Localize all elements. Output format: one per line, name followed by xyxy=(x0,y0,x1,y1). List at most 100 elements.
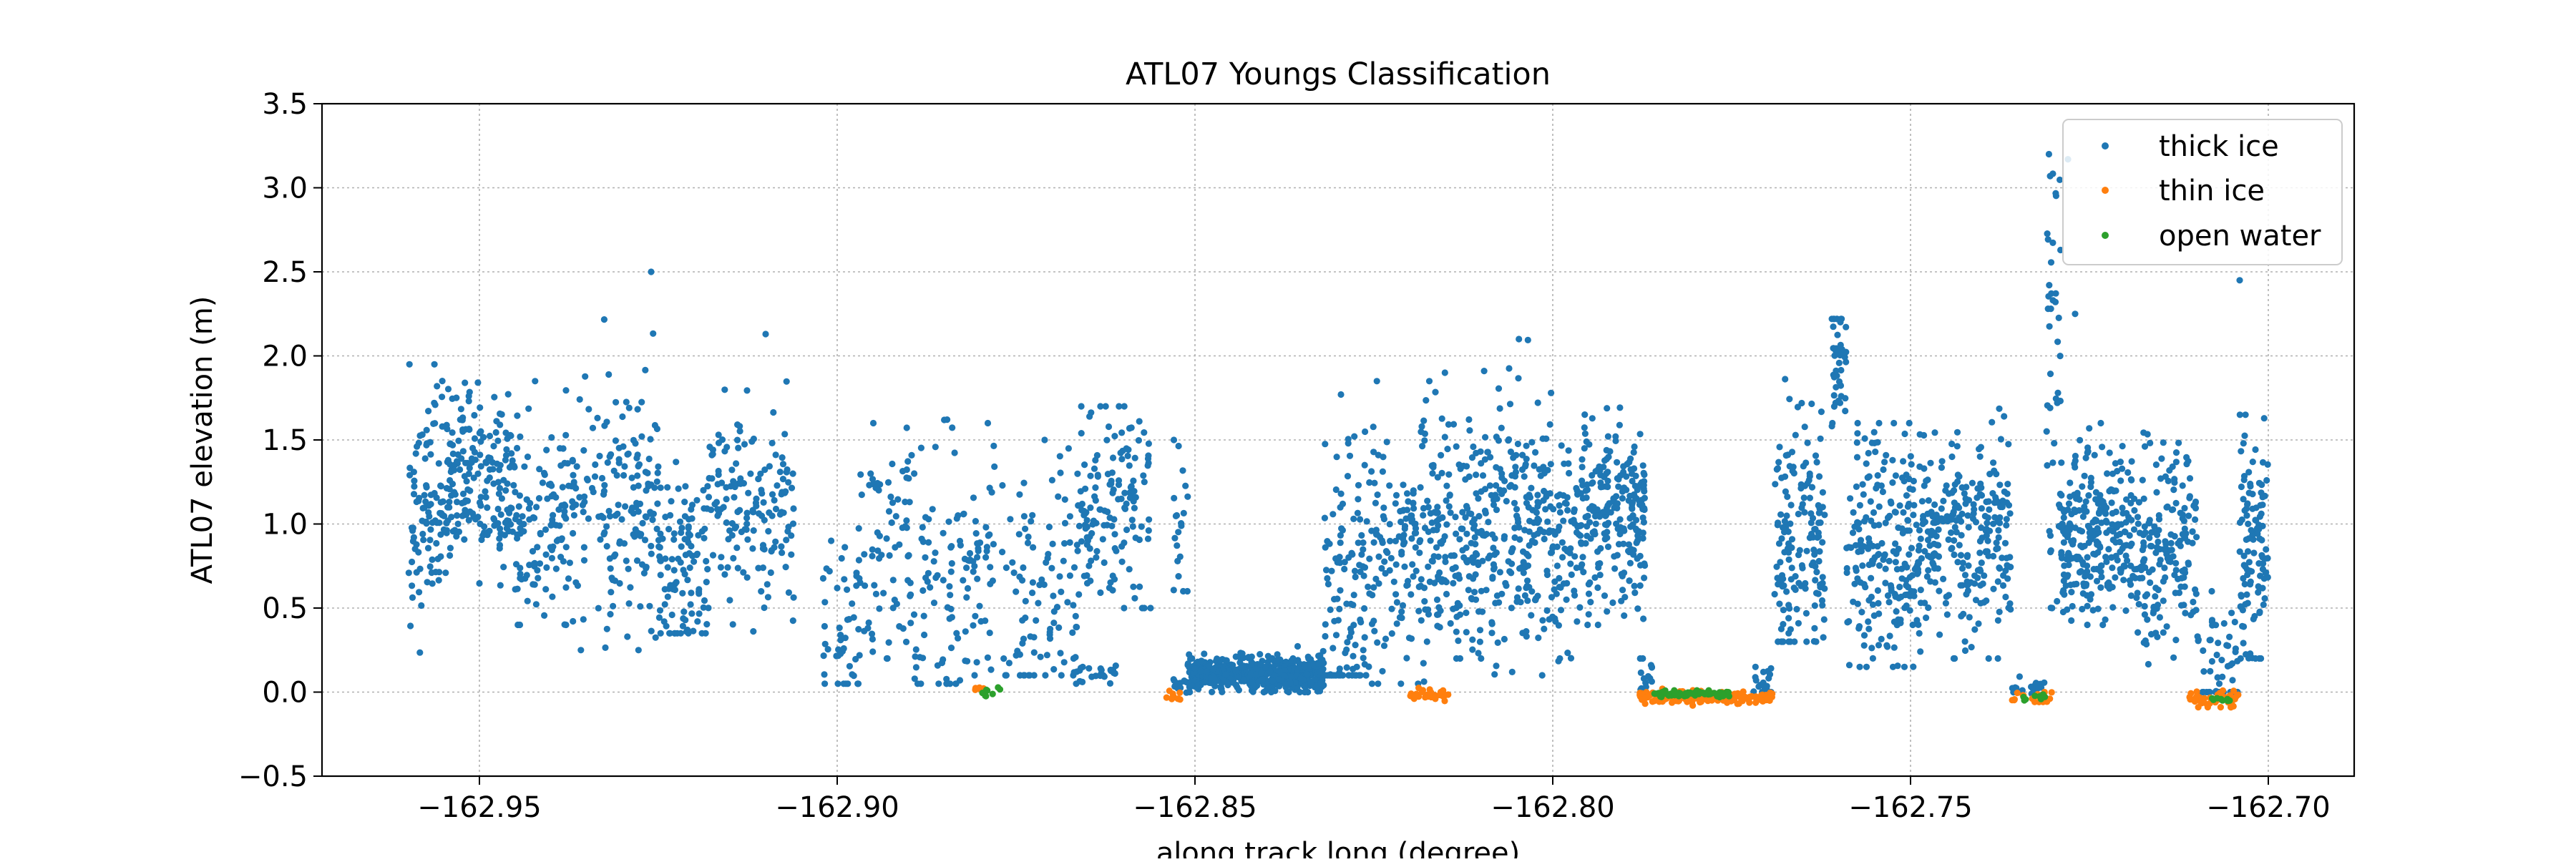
data-point-thick-ice xyxy=(1852,542,1860,549)
data-point-thin-ice xyxy=(1176,689,1184,696)
data-point-thick-ice xyxy=(1773,563,1780,570)
data-point-thick-ice xyxy=(1863,663,1870,670)
data-point-thick-ice xyxy=(1523,442,1530,449)
data-point-thick-ice xyxy=(2112,460,2119,467)
data-point-thick-ice xyxy=(477,494,484,501)
data-point-thick-ice xyxy=(1315,660,1322,667)
data-point-thick-ice xyxy=(1495,385,1503,392)
data-point-thick-ice xyxy=(1948,489,1956,496)
data-point-thick-ice xyxy=(1088,557,1095,564)
data-point-thick-ice xyxy=(648,550,655,557)
data-point-thick-ice xyxy=(2186,475,2194,482)
data-point-thick-ice xyxy=(1945,536,1952,544)
data-point-thick-ice xyxy=(2064,526,2071,534)
data-point-thick-ice xyxy=(1502,579,1509,587)
data-point-thick-ice xyxy=(1101,521,1108,529)
data-point-thick-ice xyxy=(1543,607,1551,614)
data-point-thick-ice xyxy=(1892,559,1899,566)
data-point-thick-ice xyxy=(1875,562,1883,569)
data-point-thick-ice xyxy=(1780,524,1787,532)
data-point-thick-ice xyxy=(2005,604,2012,612)
data-point-thick-ice xyxy=(1493,592,1501,599)
data-point-thick-ice xyxy=(2108,554,2115,561)
data-point-thick-ice xyxy=(826,567,833,575)
data-point-thick-ice xyxy=(2054,597,2061,605)
data-point-thick-ice xyxy=(1379,667,1386,675)
data-point-thick-ice xyxy=(1360,546,1367,553)
data-point-thick-ice xyxy=(1397,518,1405,526)
data-point-thick-ice xyxy=(684,577,691,584)
data-point-thick-ice xyxy=(947,592,954,599)
data-point-thick-ice xyxy=(1893,566,1901,573)
data-point-thick-ice xyxy=(491,522,498,529)
data-point-thick-ice xyxy=(1868,645,1875,652)
data-point-thick-ice xyxy=(1629,504,1636,511)
data-point-thick-ice xyxy=(953,630,960,637)
data-point-thick-ice xyxy=(820,652,827,660)
data-point-thick-ice xyxy=(1503,498,1510,505)
data-point-thick-ice xyxy=(1076,677,1083,685)
data-point-thick-ice xyxy=(1465,510,1473,517)
data-point-thick-ice xyxy=(743,520,751,528)
data-point-thick-ice xyxy=(1583,438,1590,446)
data-point-thick-ice xyxy=(1613,520,1620,527)
data-point-thick-ice xyxy=(766,463,773,470)
data-point-thick-ice xyxy=(2127,592,2135,599)
data-point-thick-ice xyxy=(970,622,977,629)
data-point-thick-ice xyxy=(619,413,626,421)
data-point-thick-ice xyxy=(2094,541,2101,548)
data-point-thick-ice xyxy=(1783,512,1790,519)
data-point-thick-ice xyxy=(1965,496,1973,504)
data-point-thick-ice xyxy=(1835,359,1843,366)
legend-marker-open-water xyxy=(2102,232,2109,239)
data-point-open-water xyxy=(1702,690,1709,698)
data-point-thick-ice xyxy=(1432,388,1439,396)
data-point-thick-ice xyxy=(2085,492,2092,499)
data-point-thick-ice xyxy=(1403,490,1411,497)
data-point-thick-ice xyxy=(1118,558,1126,565)
data-point-thick-ice xyxy=(530,560,537,567)
data-point-open-water xyxy=(1662,687,1669,695)
data-point-thick-ice xyxy=(2048,290,2055,297)
data-point-thick-ice xyxy=(515,503,522,510)
data-point-thick-ice xyxy=(715,431,722,439)
data-point-thick-ice xyxy=(1092,456,1099,464)
data-point-thick-ice xyxy=(738,528,745,536)
data-point-thick-ice xyxy=(634,406,641,413)
data-point-thick-ice xyxy=(2109,510,2116,517)
data-point-thick-ice xyxy=(2185,559,2192,567)
data-point-thin-ice xyxy=(2187,690,2195,697)
data-point-thick-ice xyxy=(2105,546,2112,553)
data-point-thick-ice xyxy=(990,541,997,548)
data-point-thick-ice xyxy=(1801,423,1808,431)
data-point-thick-ice xyxy=(1906,551,1913,558)
data-point-thick-ice xyxy=(1916,559,1923,567)
data-point-thick-ice xyxy=(1038,576,1045,584)
data-point-thick-ice xyxy=(1388,630,1395,637)
data-point-thick-ice xyxy=(1566,469,1573,477)
y-tick-label: 3.0 xyxy=(262,172,308,205)
data-point-thick-ice xyxy=(1459,509,1466,516)
data-point-thick-ice xyxy=(785,589,792,597)
data-point-thick-ice xyxy=(2041,679,2048,686)
data-point-thick-ice xyxy=(562,544,570,551)
data-point-thick-ice xyxy=(896,541,903,548)
data-point-thick-ice xyxy=(449,480,457,488)
data-point-thick-ice xyxy=(680,608,688,615)
data-point-thick-ice xyxy=(1496,569,1503,576)
data-point-thick-ice xyxy=(1792,573,1799,580)
data-point-thick-ice xyxy=(477,428,484,435)
data-point-thick-ice xyxy=(768,548,775,555)
data-point-thick-ice xyxy=(548,434,555,441)
data-point-thick-ice xyxy=(548,554,556,562)
data-point-thick-ice xyxy=(2253,516,2260,524)
data-point-thick-ice xyxy=(1532,595,1540,602)
data-point-thick-ice xyxy=(1961,572,1969,579)
data-point-thick-ice xyxy=(2131,506,2138,514)
data-point-thin-ice xyxy=(1737,695,1745,702)
data-point-thick-ice xyxy=(765,528,772,535)
data-point-thick-ice xyxy=(2049,459,2057,466)
data-point-thick-ice xyxy=(2051,440,2058,447)
data-point-open-water xyxy=(1707,690,1714,697)
data-point-thick-ice xyxy=(855,626,862,633)
